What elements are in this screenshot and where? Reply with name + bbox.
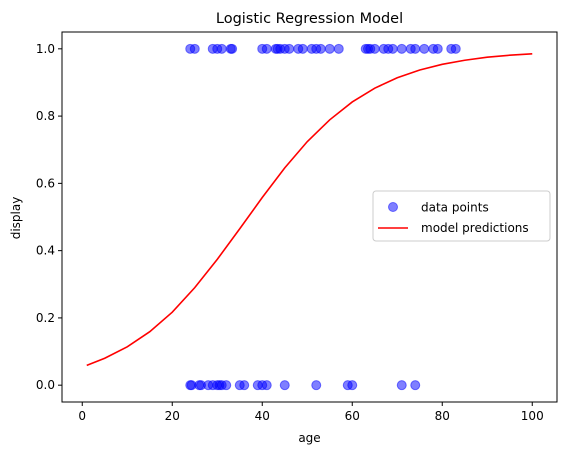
plot-frame (61, 31, 558, 403)
x-axis-label: age (298, 431, 320, 445)
data-point (279, 380, 290, 391)
y-tick-label: 0.6 (36, 176, 55, 190)
legend: data points model predictions (372, 190, 551, 242)
y-tick-label: 1.0 (36, 42, 55, 56)
data-point (324, 43, 335, 54)
data-point (311, 380, 322, 391)
legend-label-model-predictions: model predictions (421, 221, 529, 235)
y-tick-label: 0.0 (36, 378, 55, 392)
y-tick-label: 0.2 (36, 311, 55, 325)
x-tick-label: 0 (78, 409, 86, 423)
x-tick-label: 100 (521, 409, 544, 423)
data-point (432, 43, 443, 54)
x-tick-label: 20 (165, 409, 180, 423)
y-tick-label: 0.8 (36, 109, 55, 123)
y-axis-label: display (9, 197, 23, 240)
x-tick-label: 80 (435, 409, 450, 423)
data-point (227, 43, 238, 54)
legend-box (372, 190, 551, 242)
data-point (387, 43, 398, 54)
data-point (347, 380, 358, 391)
x-tick-label: 60 (345, 409, 360, 423)
data-point (239, 380, 250, 391)
data-point (419, 43, 430, 54)
data-point (315, 43, 326, 54)
legend-label-data-points: data points (421, 201, 489, 215)
data-point (297, 43, 308, 54)
data-point (189, 43, 200, 54)
y-axis: 0.0 0.2 0.4 0.6 0.8 1.0 (36, 42, 62, 392)
chart-title: Logistic Regression Model (216, 11, 403, 27)
legend-marker-data-points (388, 202, 398, 212)
data-point (369, 43, 380, 54)
data-point (221, 380, 232, 391)
data-point (261, 43, 272, 54)
data-point (410, 43, 421, 54)
data-point (333, 43, 344, 54)
plot-area (86, 43, 533, 391)
x-axis: 0 20 40 60 80 100 (78, 402, 544, 423)
model-predictions-line (86, 53, 533, 367)
x-tick-label: 40 (255, 409, 270, 423)
data-point (216, 43, 227, 54)
data-point (396, 380, 407, 391)
data-point (261, 380, 272, 391)
data-point (410, 380, 421, 391)
y-tick-label: 0.4 (36, 244, 55, 258)
data-point (284, 43, 295, 54)
data-point (450, 43, 461, 54)
data-point (396, 43, 407, 54)
